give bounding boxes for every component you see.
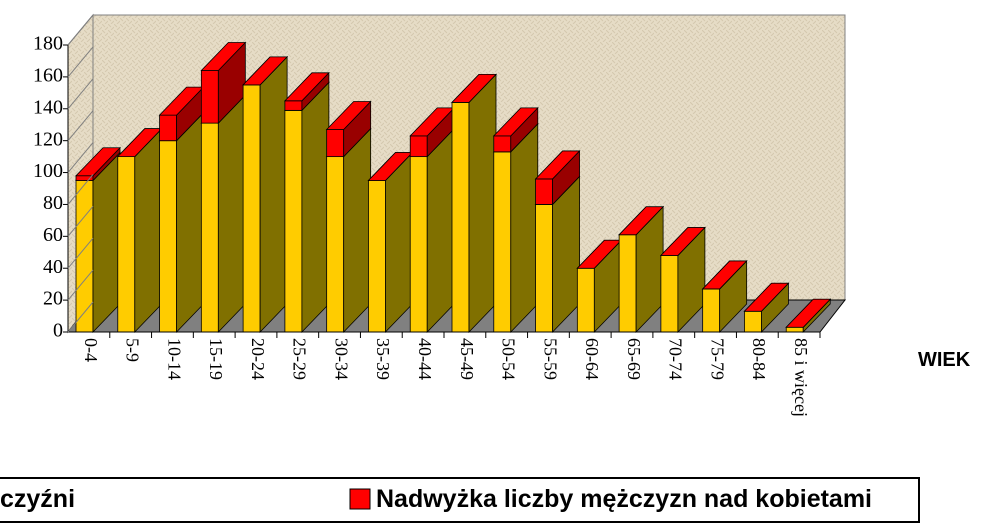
y-tick-label: 0 (53, 320, 63, 342)
x-tick-label: 30-34 (331, 338, 351, 380)
bar-top (743, 282, 790, 312)
x-tick-label: 70-74 (666, 338, 686, 380)
bar-top (75, 147, 121, 177)
bar (284, 109, 303, 333)
y-tick-label: 120 (33, 128, 63, 150)
legend-label: Nadwyżka liczby mężczyzn nad kobietami (376, 485, 872, 513)
bar (618, 234, 637, 333)
grid-line (67, 206, 94, 237)
grid-line (67, 142, 94, 173)
bar (744, 310, 762, 333)
bar (576, 267, 595, 333)
y-tick-label: 20 (43, 288, 63, 310)
y-tick-label: 60 (43, 224, 63, 246)
bars (75, 41, 832, 333)
grid-line (67, 78, 94, 110)
bar-side (301, 81, 330, 333)
bar-top (242, 56, 289, 86)
bar (159, 140, 177, 333)
legend-label: czyźni (0, 485, 75, 513)
legend-items: czyźni Nadwyżka liczby mężczyzn nad kobie… (0, 485, 872, 513)
y-tick-label: 80 (43, 192, 63, 214)
grid-line (67, 46, 94, 78)
bar (702, 288, 721, 333)
x-tick-label: 85 i więcej (791, 338, 811, 417)
x-tick-label: 45-49 (457, 338, 477, 380)
bar (284, 100, 303, 111)
bar-side (510, 122, 539, 333)
bar (368, 180, 386, 333)
bar (493, 151, 512, 333)
grid-line (67, 269, 94, 301)
bar-side (259, 55, 288, 333)
grid-line (67, 237, 94, 269)
bar-side (217, 94, 246, 333)
bar (326, 129, 345, 158)
x-tick-label: 35-39 (373, 338, 393, 380)
y-tick-label: 40 (43, 256, 63, 278)
x-tick-label: 50-54 (499, 338, 519, 380)
bar-side (92, 151, 121, 333)
bar-side (343, 127, 372, 333)
grid-line (67, 14, 94, 46)
bar (242, 84, 261, 333)
x-tick-label: 80-84 (749, 338, 769, 380)
bar-top (283, 72, 330, 102)
x-tick-label: 25-29 (290, 338, 310, 380)
bar-top (659, 227, 706, 256)
bar (159, 114, 177, 142)
x-tick-label: 55-59 (540, 338, 560, 380)
bar (785, 326, 804, 333)
bar-top (451, 74, 497, 103)
legend (0, 477, 920, 523)
x-tick-label: 15-19 (206, 338, 226, 380)
bar-top (701, 260, 748, 290)
grid-line (67, 110, 94, 141)
x-axis-label: WIEK (918, 349, 971, 371)
grid-line (67, 301, 94, 333)
y-tick-label: 140 (33, 96, 63, 118)
bar (117, 156, 136, 333)
y-tick-label: 100 (33, 160, 63, 182)
bar (326, 156, 345, 333)
x-tick-label: 5-9 (123, 338, 143, 362)
grid-line (67, 174, 94, 205)
y-tick-label: 180 (33, 33, 63, 55)
bar-top (492, 107, 539, 137)
bar-top (618, 206, 665, 236)
x-tick-label: 20-24 (248, 338, 268, 380)
bar (493, 135, 512, 153)
bar-side (468, 73, 497, 333)
bar-top (534, 150, 581, 180)
x-tick-label: 75-79 (707, 338, 727, 380)
x-tick-label: 65-69 (624, 338, 644, 380)
bar (535, 178, 553, 205)
bar-side (385, 151, 413, 333)
bar (409, 135, 428, 158)
bar-top (325, 101, 372, 130)
bar (660, 255, 679, 333)
x-tick-label: 0-4 (81, 338, 101, 362)
bar (409, 156, 428, 333)
bar (200, 122, 219, 333)
bar (200, 70, 219, 124)
legend-swatch (349, 488, 371, 510)
bar-top (200, 42, 247, 71)
x-tick-label: 60-64 (582, 338, 602, 380)
bar-side (176, 111, 204, 333)
bar-side (426, 127, 455, 333)
x-tick-label: 40-44 (415, 338, 435, 380)
bar (535, 204, 553, 333)
y-tick-label: 160 (33, 64, 63, 86)
bar-side (134, 127, 163, 333)
x-tick-label: 10-14 (164, 338, 184, 380)
bar-top (785, 298, 832, 328)
bar (451, 102, 470, 333)
